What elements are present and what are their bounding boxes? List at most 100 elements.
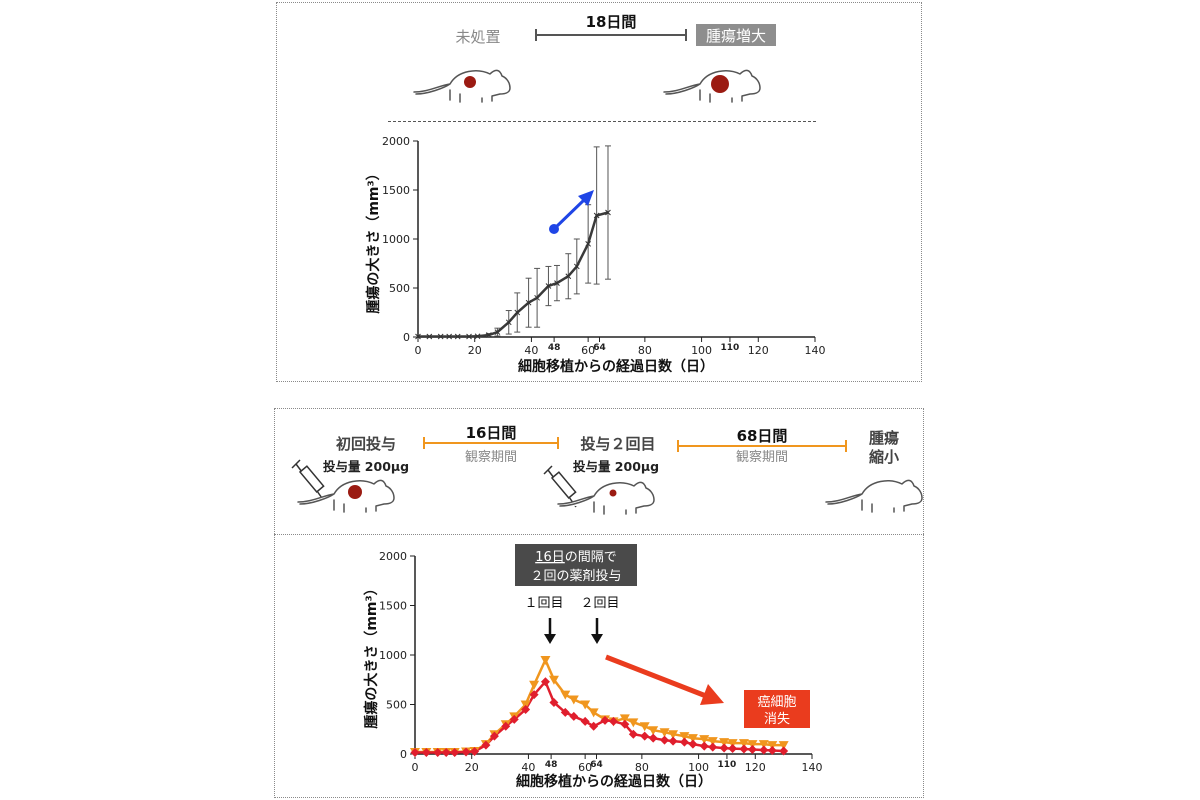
y-tick-label: 1500: [382, 184, 410, 197]
data-point-triangle: [619, 714, 630, 724]
data-point: [573, 263, 580, 270]
x-tick-label: 0: [415, 344, 422, 357]
data-point-diamond: [421, 748, 431, 758]
data-point-diamond: [679, 737, 689, 747]
data-point-diamond: [708, 742, 718, 752]
tumor-icon: [609, 489, 617, 497]
first-dose-label: 初回投与: [336, 435, 396, 453]
data-point: [534, 294, 540, 301]
growth-badge: [696, 24, 776, 46]
y-tick-label: 1000: [379, 649, 407, 662]
vanish-badge-line2: 消失: [764, 712, 790, 727]
data-point-triangle: [707, 737, 718, 747]
x-tick-label: 100: [691, 344, 712, 357]
x-tick-label: 20: [465, 761, 479, 774]
shrink-label-line2: 縮小: [869, 448, 899, 466]
data-point-diamond: [600, 715, 610, 725]
data-point-triangle: [560, 690, 571, 700]
dose-arrow-2: [591, 618, 603, 644]
data-point-triangle: [529, 680, 540, 690]
growth-badge-label: 腫瘍増大: [706, 27, 766, 45]
data-point: [437, 333, 444, 340]
y-tick-label: 500: [389, 282, 410, 295]
shrink-label-line1: 腫瘍: [869, 429, 899, 447]
top-panel-divider: [388, 121, 816, 122]
data-point-triangle: [588, 708, 599, 718]
y-tick-label: 0: [403, 331, 410, 344]
x-tick-label: 40: [521, 761, 535, 774]
data-point-triangle: [738, 739, 749, 749]
data-point-diamond: [620, 719, 630, 729]
x-axis-label: 細胞移植からの経過日数（日）: [516, 773, 712, 790]
x-tick-label: 40: [524, 344, 538, 357]
data-point-diamond: [728, 744, 738, 754]
dose-arrow-1-label: １回目: [524, 596, 563, 611]
growth-trend-arrow: [549, 190, 594, 234]
interval-label-1: 16日間: [466, 424, 517, 442]
dose-arrow-2-label: ２回目: [580, 596, 619, 611]
dose-interval-box: [515, 544, 637, 586]
duration-bracket-top: [535, 29, 687, 41]
data-point-triangle: [540, 655, 551, 665]
tumor-icon: [711, 75, 729, 93]
dose-interval-box-line1: 16日の間隔で: [535, 550, 617, 565]
data-point: [466, 333, 472, 340]
dose-interval-days: 16日: [535, 550, 565, 565]
bottom-panel: [274, 408, 924, 798]
data-point: [565, 273, 572, 280]
data-point-triangle: [580, 700, 591, 710]
tumor-icon: [464, 76, 476, 88]
y-tick-label: 2000: [379, 550, 407, 563]
data-point-triangle: [778, 741, 789, 751]
data-point-diamond: [489, 731, 499, 741]
data-point-diamond: [501, 721, 511, 731]
interval-bracket-2: [677, 440, 847, 452]
y-tick-label: 1000: [382, 233, 410, 246]
data-point: [474, 333, 481, 340]
x-tick-label: 110: [721, 343, 740, 353]
x-tick-label: 100: [688, 761, 709, 774]
data-point-diamond: [569, 711, 579, 721]
dose-amount-2: 投与量 200μg: [573, 459, 659, 474]
x-tick-label: 80: [635, 761, 649, 774]
data-point-triangle: [699, 735, 710, 745]
mouse-icon: [825, 479, 923, 513]
data-point-diamond: [739, 744, 749, 754]
data-point-diamond: [450, 748, 460, 758]
y-axis-label: 腫瘍の大きさ（mm³）: [363, 581, 380, 728]
vanish-badge-line1: 癌細胞: [757, 694, 796, 710]
dose-interval-box-line2: ２回の薬剤投与: [530, 568, 621, 584]
mouse-icon: [557, 481, 655, 515]
data-point-triangle: [548, 675, 559, 685]
data-point-triangle: [719, 738, 730, 748]
top-panel: [276, 2, 922, 382]
data-point-diamond: [560, 707, 570, 717]
dose-interval-rest: の間隔で: [565, 550, 617, 565]
mouse-icon: [297, 479, 395, 513]
data-point: [514, 309, 521, 316]
dose-arrow-1: [544, 618, 556, 644]
tumor-icon: [348, 485, 362, 499]
y-tick-label: 1500: [379, 600, 407, 613]
data-point-diamond: [719, 743, 729, 753]
data-point-triangle: [659, 728, 670, 738]
data-point: [446, 333, 453, 340]
data-point-diamond: [759, 745, 769, 755]
x-tick-label: 120: [748, 344, 769, 357]
data-point-diamond: [628, 729, 638, 739]
y-tick-label: 2000: [382, 135, 410, 148]
observation-label-2: 観察期間: [736, 450, 788, 465]
x-tick-label: 80: [638, 344, 652, 357]
data-point-diamond: [640, 731, 650, 741]
data-point: [486, 332, 492, 338]
series-line: [418, 211, 609, 338]
data-point-diamond: [767, 746, 777, 756]
data-point: [505, 319, 512, 326]
x-tick-label: 60: [578, 761, 592, 774]
data-point-diamond: [699, 741, 709, 751]
data-point-diamond: [747, 745, 757, 755]
data-point: [494, 329, 501, 335]
data-point-triangle: [727, 739, 738, 749]
data-point-diamond: [441, 748, 451, 758]
